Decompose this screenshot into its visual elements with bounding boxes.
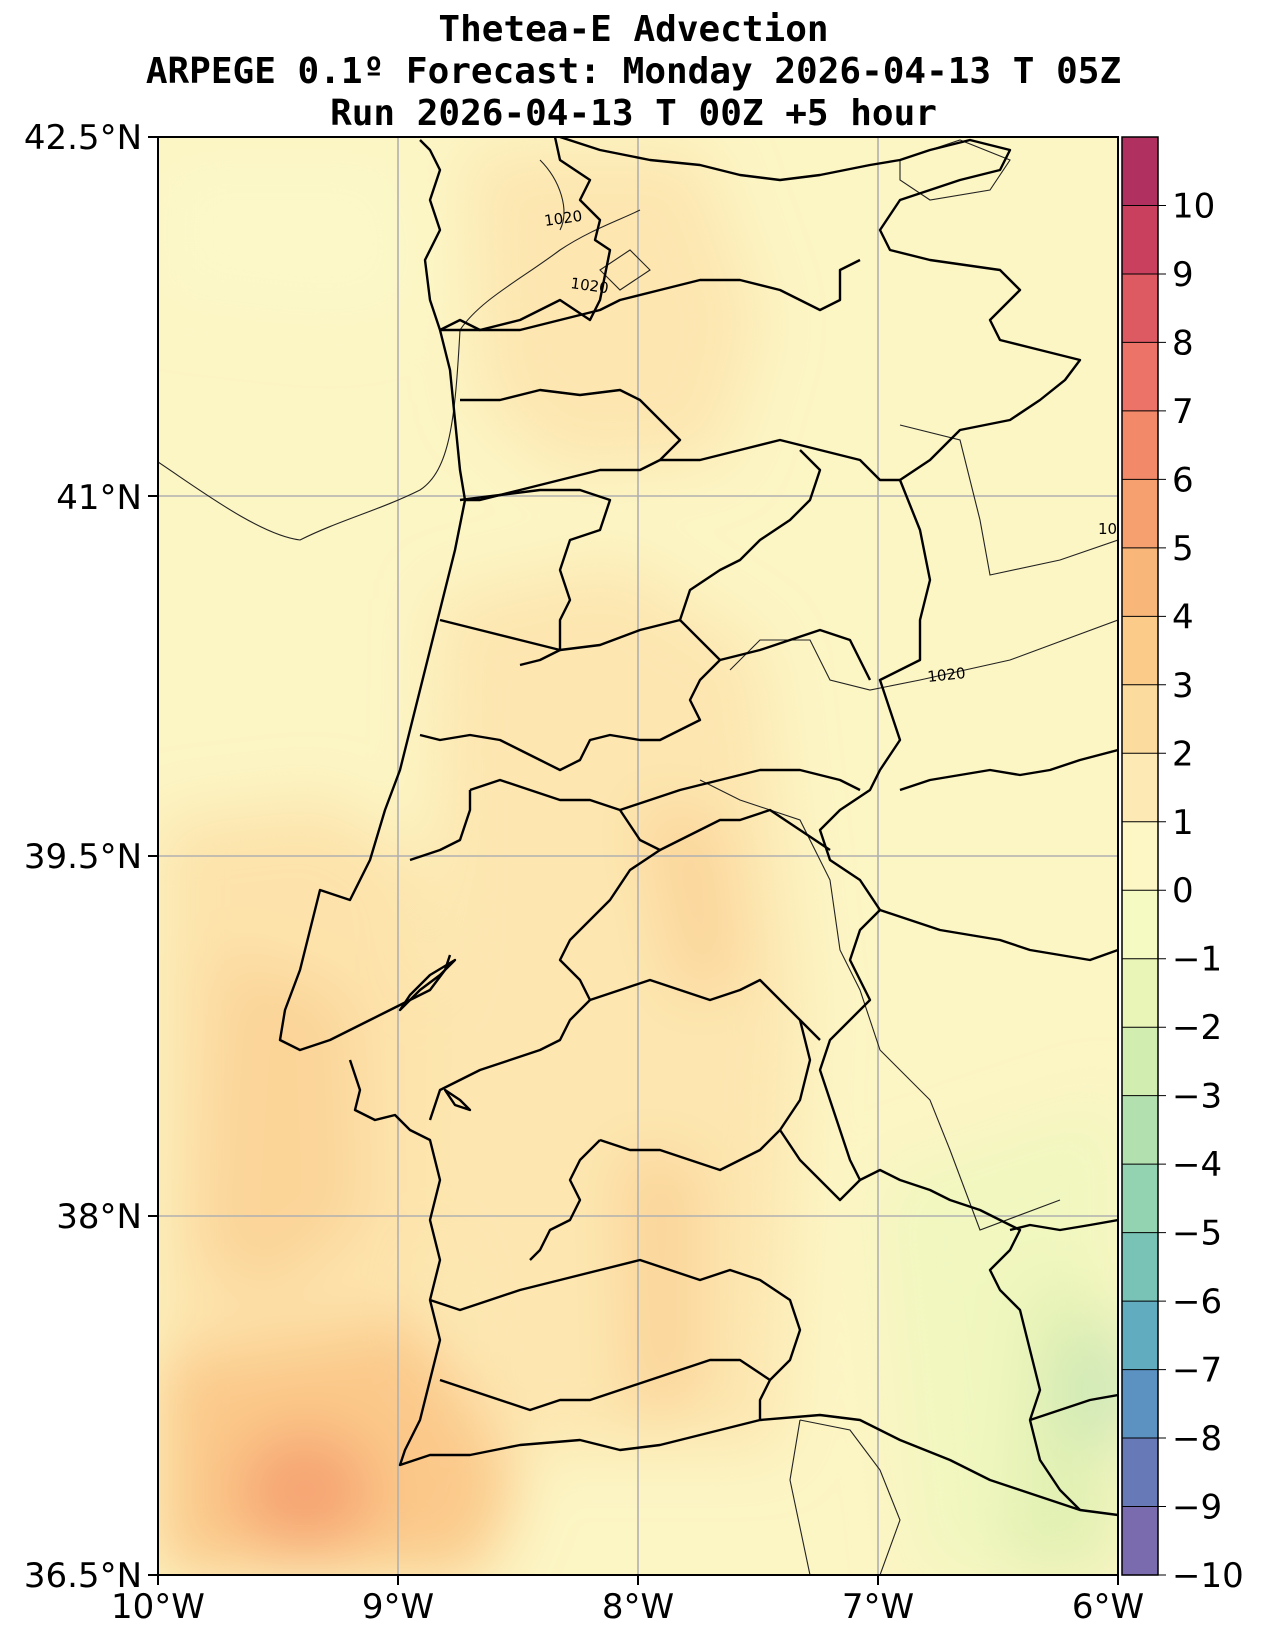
axis-ticks [148,136,1119,1585]
district-border [429,1258,802,1420]
colorbar-bin [1122,890,1158,960]
colorbar-bin [1122,547,1158,617]
chart-title-line-1: Thetea-E Advection [438,9,829,50]
coastline-and-borders [278,137,1118,1517]
isobar-label: 1020 [543,207,583,230]
chart-title-line-3: Run 2026-04-13 T 00Z +5 hour [330,93,937,134]
district-border [678,449,822,621]
colorbar-label: −7 [1172,1351,1222,1391]
lon-label: 6°W [1072,1587,1144,1627]
district-border [440,258,861,332]
colorbar-label: 7 [1172,392,1194,432]
colorbar-bin [1122,1506,1158,1576]
district-border [529,1139,601,1261]
isobars [158,139,1118,1575]
colorbar-bin [1122,479,1158,549]
colorbar-label: 8 [1172,323,1194,363]
chart-title-line-2: ARPEGE 0.1º Forecast: Monday 2026-04-13 … [145,51,1122,92]
colorbar-label: 2 [1172,734,1194,774]
colorbar-label: 6 [1172,460,1194,500]
colorbar-label: 9 [1172,255,1194,295]
district-border [558,849,821,1041]
lat-label: 36.5°N [24,1556,142,1596]
isobar-label: 1020 [927,664,967,686]
colorbar-bin [1122,1027,1158,1097]
colorbar-frame [1121,136,1159,1576]
district-border [660,438,900,482]
colorbar-bin [1122,753,1158,823]
colorbar-label: −2 [1172,1008,1222,1048]
isobar-label: 10 [1098,520,1117,538]
colorbar-label: −10 [1172,1556,1244,1596]
colorbar-bin [1122,1095,1158,1165]
district-border [779,1129,861,1202]
district-border [619,808,831,852]
district-border [719,628,872,681]
colorbar-bin [1122,616,1158,686]
district-border [439,1358,771,1412]
colorbar-bin [1122,410,1158,480]
district-border [879,908,1118,962]
district-border [419,618,722,772]
lat-label: 39.5°N [24,837,142,877]
colorbar-bin [1122,273,1158,344]
colorbar-label: 3 [1172,666,1194,706]
district-border [469,768,861,812]
colorbar-label: −1 [1172,940,1222,980]
colorbar-label: 1 [1172,803,1194,843]
lat-label: 41°N [56,478,142,518]
district-border [460,388,682,502]
colorbar-bin [1122,1232,1158,1302]
colorbar-bin [1122,821,1158,891]
colorbar-label: −6 [1172,1282,1222,1322]
lat-label: 38°N [56,1197,142,1237]
district-border [599,1019,812,1172]
district-border [1009,1218,1118,1232]
lon-label: 9°W [362,1587,434,1627]
colorbar-label: −5 [1172,1214,1222,1254]
district-border [428,999,591,1121]
lon-label: 8°W [602,1587,674,1627]
colorbar-label: −3 [1172,1077,1222,1117]
colorbar-bin [1122,1164,1158,1234]
lon-label: 7°W [842,1587,914,1627]
lon-label: 10°W [111,1587,205,1627]
colorbar-bin [1122,1438,1158,1508]
border-spain-portugal [559,137,1082,1511]
colorbar-bin [1122,1301,1158,1371]
sado-estuary [443,1088,472,1112]
colorbar-bin [1122,342,1158,412]
colorbar-bin [1122,684,1158,754]
colorbar-label: 4 [1172,597,1194,637]
colorbar-bin [1122,958,1158,1028]
colorbar-label: −8 [1172,1419,1222,1459]
lat-label: 42.5°N [24,118,142,158]
colorbar-bin [1122,1369,1158,1439]
colorbar-bin [1122,205,1158,275]
colorbar-label: −9 [1172,1488,1222,1528]
district-border [1029,1393,1118,1422]
tagus-estuary [398,958,457,1012]
colorbar-bin [1122,137,1158,207]
district-border [409,790,472,862]
colorbar-label: 0 [1172,871,1194,911]
gridlines [158,137,1118,1575]
coastline [278,137,1118,1517]
colorbar-label: −4 [1172,1145,1222,1185]
isobar-label: 1020 [569,274,609,297]
district-border [899,748,1118,792]
colorbar-label: 10 [1172,186,1215,226]
colorbar-label: 5 [1172,529,1194,569]
